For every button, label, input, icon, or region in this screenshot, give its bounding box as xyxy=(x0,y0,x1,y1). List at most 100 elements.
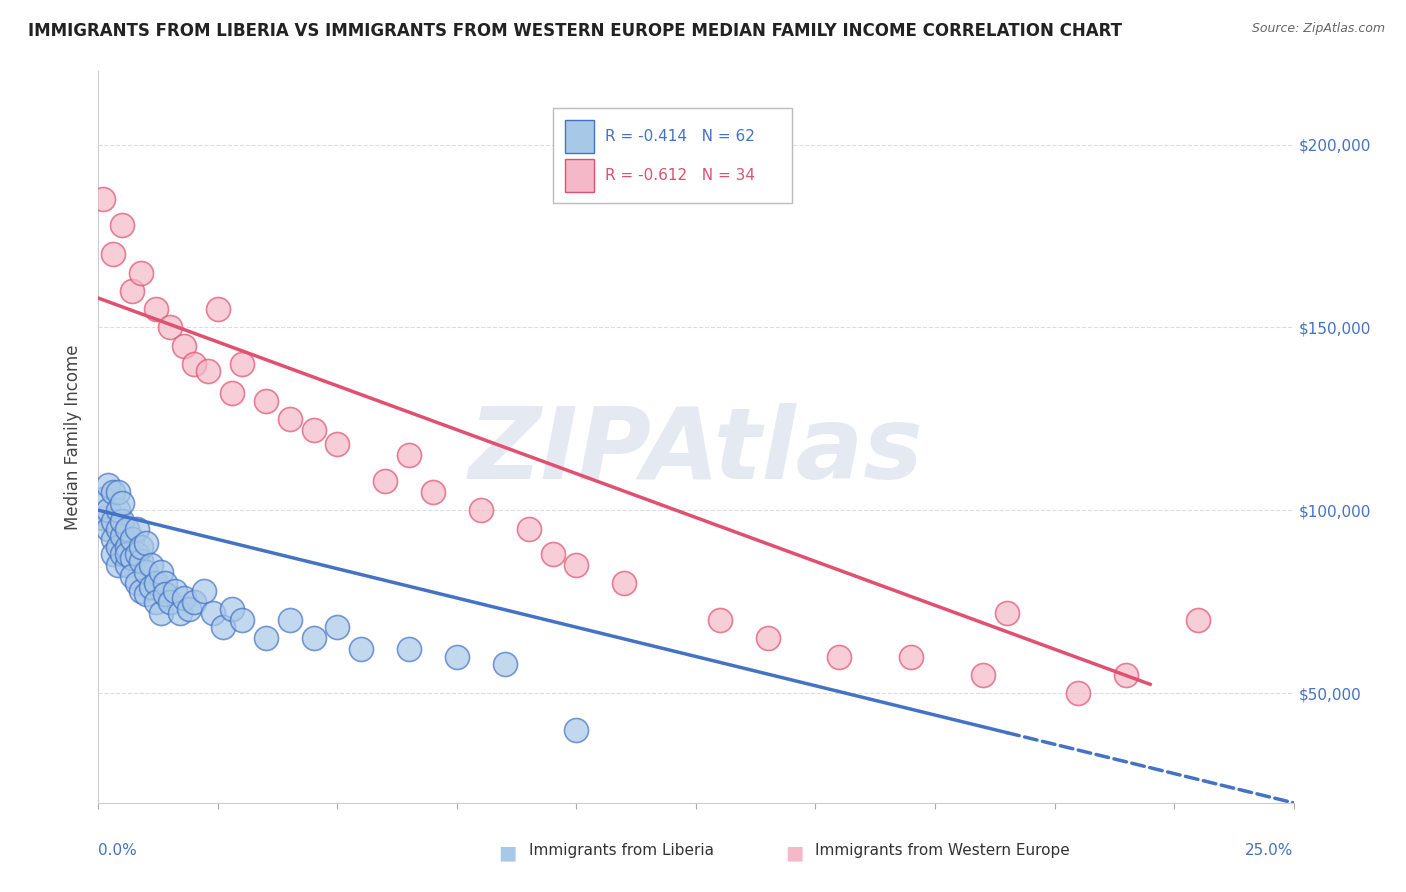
Point xyxy=(179,602,201,616)
Point xyxy=(1067,686,1090,700)
Point xyxy=(111,529,134,543)
Point xyxy=(350,642,373,657)
Point xyxy=(183,594,205,608)
Point xyxy=(131,583,153,598)
Bar xyxy=(565,159,595,192)
Point xyxy=(202,606,225,620)
Point xyxy=(163,583,186,598)
Point xyxy=(107,558,129,573)
Point xyxy=(97,477,120,491)
Point xyxy=(135,566,157,580)
Text: R = -0.414   N = 62: R = -0.414 N = 62 xyxy=(605,129,755,145)
Point xyxy=(326,437,349,451)
Point xyxy=(422,484,444,499)
Point xyxy=(155,587,177,601)
Point xyxy=(91,492,114,507)
Point xyxy=(125,521,148,535)
Point xyxy=(121,284,143,298)
Point xyxy=(1115,667,1137,681)
Point xyxy=(107,484,129,499)
Point xyxy=(446,649,468,664)
Point xyxy=(302,423,325,437)
Point xyxy=(828,649,851,664)
Text: R = -0.612   N = 34: R = -0.612 N = 34 xyxy=(605,168,755,183)
Point xyxy=(207,301,229,317)
Point xyxy=(254,393,277,408)
Point xyxy=(145,301,167,317)
Point xyxy=(149,606,172,620)
Point xyxy=(169,606,191,620)
Point xyxy=(231,357,253,371)
Text: 0.0%: 0.0% xyxy=(98,843,138,858)
Point xyxy=(101,547,124,561)
Point xyxy=(121,533,143,547)
Text: Source: ZipAtlas.com: Source: ZipAtlas.com xyxy=(1251,22,1385,36)
Point xyxy=(97,503,120,517)
Point xyxy=(613,576,636,591)
Point xyxy=(121,569,143,583)
Point xyxy=(115,547,138,561)
Point xyxy=(131,540,153,554)
Point xyxy=(155,576,177,591)
Point xyxy=(173,338,195,352)
Bar xyxy=(553,108,792,203)
Point xyxy=(91,510,114,524)
Point xyxy=(541,547,564,561)
Point xyxy=(139,558,162,573)
Point xyxy=(115,540,138,554)
Point xyxy=(278,613,301,627)
Point xyxy=(135,587,157,601)
Point xyxy=(972,667,994,681)
Point xyxy=(1187,613,1209,627)
Point xyxy=(101,514,124,528)
Point xyxy=(125,547,148,561)
Point xyxy=(197,364,219,378)
Point xyxy=(115,558,138,573)
Point xyxy=(756,632,779,646)
Point xyxy=(173,591,195,605)
Point xyxy=(565,723,588,737)
Point xyxy=(302,632,325,646)
Point xyxy=(709,613,731,627)
Point xyxy=(398,448,420,462)
Point xyxy=(149,566,172,580)
Point xyxy=(193,583,215,598)
Point xyxy=(101,484,124,499)
Point xyxy=(115,521,138,535)
Point xyxy=(145,594,167,608)
Point xyxy=(278,411,301,425)
Point xyxy=(131,266,153,280)
Point xyxy=(221,602,243,616)
Point xyxy=(995,606,1018,620)
Point xyxy=(101,533,124,547)
Point xyxy=(398,642,420,657)
Point xyxy=(254,632,277,646)
Point xyxy=(231,613,253,627)
Point xyxy=(159,320,181,334)
Point xyxy=(125,576,148,591)
Point xyxy=(131,554,153,568)
Point xyxy=(470,503,492,517)
Point xyxy=(139,580,162,594)
Point xyxy=(121,550,143,565)
Point xyxy=(111,514,134,528)
Point xyxy=(211,620,233,634)
Text: ■: ■ xyxy=(498,843,517,862)
Text: ZIPAtlas: ZIPAtlas xyxy=(468,403,924,500)
Text: IMMIGRANTS FROM LIBERIA VS IMMIGRANTS FROM WESTERN EUROPE MEDIAN FAMILY INCOME C: IMMIGRANTS FROM LIBERIA VS IMMIGRANTS FR… xyxy=(28,22,1122,40)
Point xyxy=(107,521,129,535)
Point xyxy=(159,594,181,608)
Point xyxy=(111,547,134,561)
Point xyxy=(111,218,134,232)
Text: 25.0%: 25.0% xyxy=(1246,843,1294,858)
Point xyxy=(517,521,540,535)
Point xyxy=(374,474,396,488)
Y-axis label: Median Family Income: Median Family Income xyxy=(65,344,83,530)
Point xyxy=(101,247,124,261)
Bar xyxy=(565,120,595,153)
Point xyxy=(565,558,588,573)
Point xyxy=(97,521,120,535)
Point xyxy=(135,536,157,550)
Point xyxy=(91,192,114,206)
Point xyxy=(107,503,129,517)
